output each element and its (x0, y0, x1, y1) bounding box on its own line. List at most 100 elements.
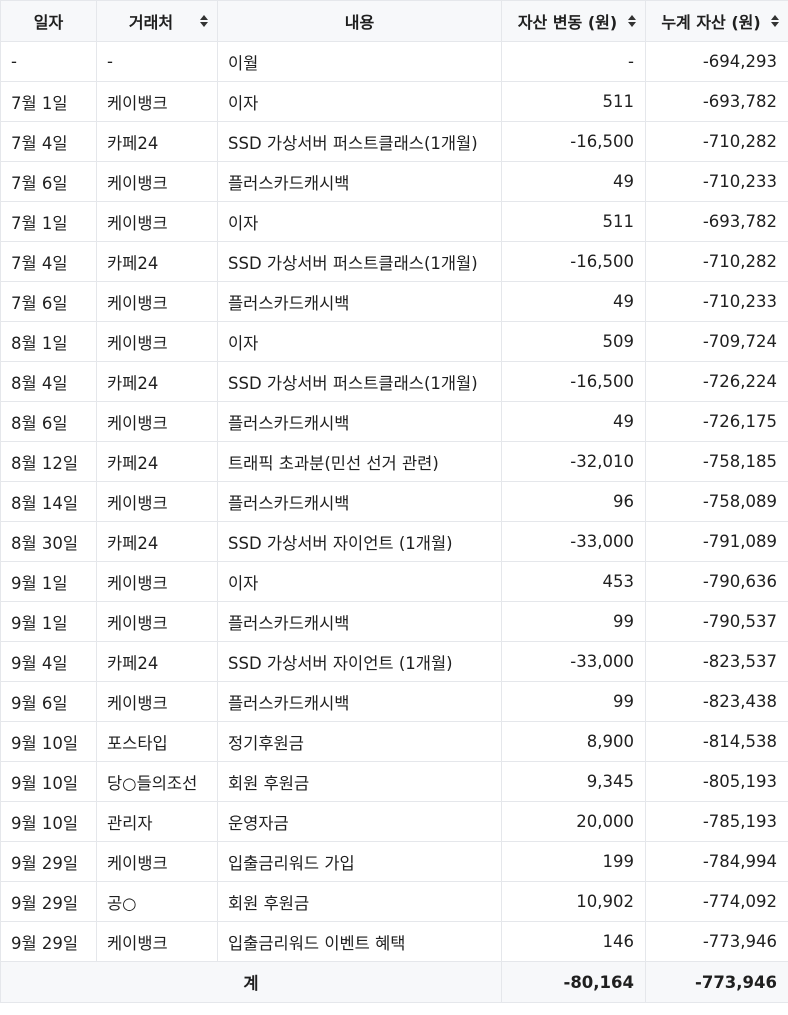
table-row: 9월 29일 케이뱅크 입출금리워드 가입 199 -784,994 (0, 841, 788, 882)
cell-change: -16,500 (501, 241, 646, 282)
cell-change: 99 (501, 681, 646, 722)
cell-change: 509 (501, 321, 646, 362)
cell-party: 카페24 (96, 241, 218, 282)
cell-desc: 회원 후원금 (217, 881, 502, 922)
cell-desc: 플러스카드캐시백 (217, 681, 502, 722)
cell-party: 케이뱅크 (96, 401, 218, 442)
column-header-party[interactable]: 거래처 (96, 0, 218, 42)
cell-party: 케이뱅크 (96, 81, 218, 122)
cell-date: 8월 30일 (0, 521, 97, 562)
table-row: 9월 10일 관리자 운영자금 20,000 -785,193 (0, 801, 788, 842)
cell-total: -805,193 (645, 761, 788, 802)
cell-change: -32,010 (501, 441, 646, 482)
cell-desc: 플러스카드캐시백 (217, 481, 502, 522)
column-header-total[interactable]: 누계 자산 (원) (645, 0, 788, 42)
cell-date: 9월 6일 (0, 681, 97, 722)
total-change: -80,164 (501, 961, 646, 1003)
cell-change: 99 (501, 601, 646, 642)
cell-party: 당○들의조선 (96, 761, 218, 802)
cell-total: -774,092 (645, 881, 788, 922)
cell-date: 7월 4일 (0, 121, 97, 162)
cell-desc: SSD 가상서버 자이언트 (1개월) (217, 641, 502, 682)
table-row: 9월 29일 공○ 회원 후원금 10,902 -774,092 (0, 881, 788, 922)
cell-desc: SSD 가상서버 퍼스트클래스(1개월) (217, 361, 502, 402)
cell-desc: 운영자금 (217, 801, 502, 842)
cell-change: 511 (501, 81, 646, 122)
cell-desc: 정기후원금 (217, 721, 502, 762)
sort-icon[interactable] (200, 15, 208, 27)
column-header-change[interactable]: 자산 변동 (원) (501, 0, 646, 42)
cell-desc: 이자 (217, 201, 502, 242)
cell-total: -709,724 (645, 321, 788, 362)
table-row: 9월 6일 케이뱅크 플러스카드캐시백 99 -823,438 (0, 681, 788, 722)
cell-party: 케이뱅크 (96, 601, 218, 642)
cell-party: 케이뱅크 (96, 161, 218, 202)
table-row: 9월 10일 포스타입 정기후원금 8,900 -814,538 (0, 721, 788, 762)
cell-desc: 입출금리워드 이벤트 혜택 (217, 921, 502, 962)
cell-total: -710,282 (645, 241, 788, 282)
cell-desc: 이자 (217, 561, 502, 602)
table-row: 7월 1일 케이뱅크 이자 511 -693,782 (0, 201, 788, 242)
cell-total: -773,946 (645, 921, 788, 962)
cell-desc: 이자 (217, 321, 502, 362)
cell-party: 카페24 (96, 121, 218, 162)
table-row: 8월 1일 케이뱅크 이자 509 -709,724 (0, 321, 788, 362)
cell-party: 관리자 (96, 801, 218, 842)
table-footer: 계 -80,164 -773,946 (0, 961, 788, 1003)
cell-date: - (0, 41, 97, 82)
sort-icon[interactable] (771, 15, 779, 27)
cell-party: 공○ (96, 881, 218, 922)
table-row: 7월 4일 카페24 SSD 가상서버 퍼스트클래스(1개월) -16,500 -710… (0, 121, 788, 162)
cell-change: - (501, 41, 646, 82)
cell-total: -694,293 (645, 41, 788, 82)
cell-change: 20,000 (501, 801, 646, 842)
cell-total: -790,537 (645, 601, 788, 642)
cell-change: 511 (501, 201, 646, 242)
table-row: 9월 10일 당○들의조선 회원 후원금 9,345 -805,193 (0, 761, 788, 802)
cell-change: 49 (501, 281, 646, 322)
column-header-party-label: 거래처 (128, 13, 174, 32)
total-balance: -773,946 (645, 961, 788, 1003)
cell-date: 9월 29일 (0, 921, 97, 962)
table-header: 일자 거래처 내용 자산 변동 (원) 누계 자산 (원) (0, 0, 788, 42)
cell-date: 9월 10일 (0, 761, 97, 802)
cell-total: -710,282 (645, 121, 788, 162)
cell-party: 케이뱅크 (96, 201, 218, 242)
cell-desc: 플러스카드캐시백 (217, 401, 502, 442)
column-header-total-label: 누계 자산 (원) (661, 13, 761, 32)
cell-desc: SSD 가상서버 퍼스트클래스(1개월) (217, 121, 502, 162)
table-row: 8월 14일 케이뱅크 플러스카드캐시백 96 -758,089 (0, 481, 788, 522)
column-header-date: 일자 (0, 0, 97, 42)
cell-total: -710,233 (645, 281, 788, 322)
cell-change: 10,902 (501, 881, 646, 922)
cell-desc: 트래픽 초과분(민선 선거 관련) (217, 441, 502, 482)
cell-change: -16,500 (501, 121, 646, 162)
table-row: 8월 12일 카페24 트래픽 초과분(민선 선거 관련) -32,010 -758,1… (0, 441, 788, 482)
cell-total: -823,537 (645, 641, 788, 682)
table-row: 8월 4일 카페24 SSD 가상서버 퍼스트클래스(1개월) -16,500 -726… (0, 361, 788, 402)
cell-total: -758,089 (645, 481, 788, 522)
cell-date: 9월 1일 (0, 561, 97, 602)
cell-total: -693,782 (645, 201, 788, 242)
cell-party: - (96, 41, 218, 82)
cell-change: 199 (501, 841, 646, 882)
total-row: 계 -80,164 -773,946 (0, 961, 788, 1003)
cell-desc: SSD 가상서버 자이언트 (1개월) (217, 521, 502, 562)
cell-date: 9월 29일 (0, 881, 97, 922)
cell-date: 7월 1일 (0, 201, 97, 242)
cell-party: 케이뱅크 (96, 841, 218, 882)
cell-total: -726,175 (645, 401, 788, 442)
cell-date: 8월 14일 (0, 481, 97, 522)
cell-party: 케이뱅크 (96, 921, 218, 962)
sort-icon[interactable] (628, 15, 636, 27)
cell-change: 96 (501, 481, 646, 522)
cell-total: -790,636 (645, 561, 788, 602)
cell-desc: 입출금리워드 가입 (217, 841, 502, 882)
cell-party: 케이뱅크 (96, 281, 218, 322)
cell-desc: 플러스카드캐시백 (217, 281, 502, 322)
cell-desc: 플러스카드캐시백 (217, 161, 502, 202)
cell-total: -784,994 (645, 841, 788, 882)
cell-change: -33,000 (501, 521, 646, 562)
cell-party: 케이뱅크 (96, 561, 218, 602)
